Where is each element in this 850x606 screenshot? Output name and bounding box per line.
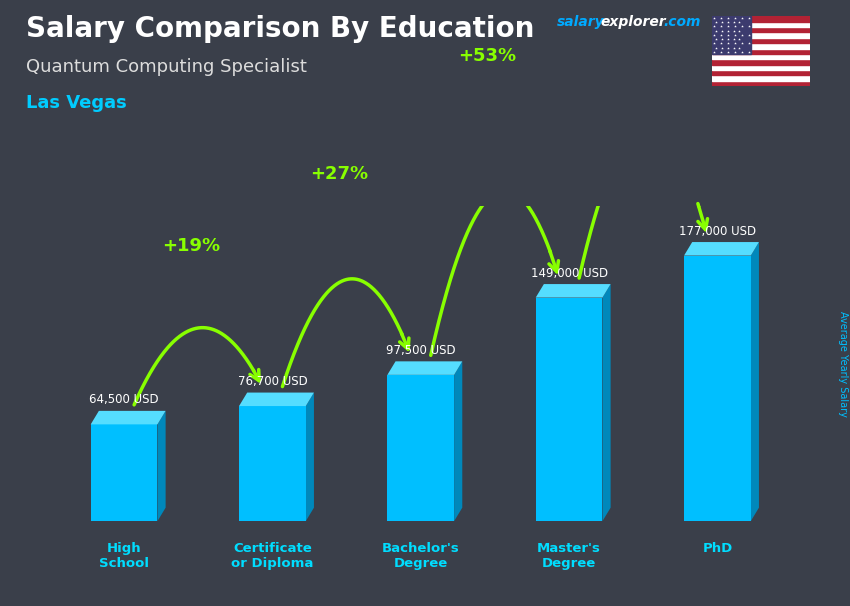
Text: +53%: +53%: [458, 47, 517, 64]
Text: Quantum Computing Specialist: Quantum Computing Specialist: [26, 58, 306, 76]
Bar: [712, 43, 810, 48]
Bar: [712, 81, 810, 86]
Bar: [712, 48, 810, 54]
Polygon shape: [239, 393, 314, 406]
Text: 177,000 USD: 177,000 USD: [679, 225, 756, 238]
Bar: [712, 33, 810, 38]
Polygon shape: [454, 361, 462, 521]
Bar: [712, 16, 810, 22]
Text: +19%: +19%: [162, 237, 220, 255]
Bar: [712, 54, 810, 59]
Text: Average Yearly Salary: Average Yearly Salary: [838, 311, 848, 416]
Polygon shape: [536, 284, 610, 298]
Polygon shape: [91, 411, 166, 424]
Text: Bachelor's
Degree: Bachelor's Degree: [382, 542, 460, 570]
Bar: [388, 375, 454, 521]
Polygon shape: [157, 411, 166, 521]
Bar: [91, 424, 157, 521]
Bar: [712, 38, 810, 43]
Text: PhD: PhD: [702, 542, 733, 554]
Polygon shape: [306, 393, 314, 521]
Text: .com: .com: [663, 15, 700, 29]
Text: Certificate
or Diploma: Certificate or Diploma: [231, 542, 314, 570]
Text: High
School: High School: [99, 542, 149, 570]
Text: 97,500 USD: 97,500 USD: [386, 344, 456, 357]
Text: 64,500 USD: 64,500 USD: [89, 393, 159, 407]
Polygon shape: [603, 284, 610, 521]
Polygon shape: [684, 242, 759, 256]
Text: explorer: explorer: [600, 15, 666, 29]
Text: 76,700 USD: 76,700 USD: [237, 375, 308, 388]
Polygon shape: [751, 242, 759, 521]
Bar: [712, 75, 810, 81]
Polygon shape: [388, 361, 462, 375]
Bar: [712, 70, 810, 75]
Bar: [712, 59, 810, 65]
Text: Las Vegas: Las Vegas: [26, 94, 127, 112]
Bar: [239, 406, 306, 521]
Text: Salary Comparison By Education: Salary Comparison By Education: [26, 15, 534, 43]
Bar: [712, 22, 810, 27]
Bar: [712, 65, 810, 70]
Text: +27%: +27%: [310, 165, 368, 183]
Text: 149,000 USD: 149,000 USD: [530, 267, 608, 279]
Bar: [712, 16, 751, 54]
Bar: [712, 27, 810, 33]
Text: Master's
Degree: Master's Degree: [537, 542, 601, 570]
Bar: [536, 298, 603, 521]
Bar: [684, 256, 751, 521]
Text: salary: salary: [557, 15, 604, 29]
